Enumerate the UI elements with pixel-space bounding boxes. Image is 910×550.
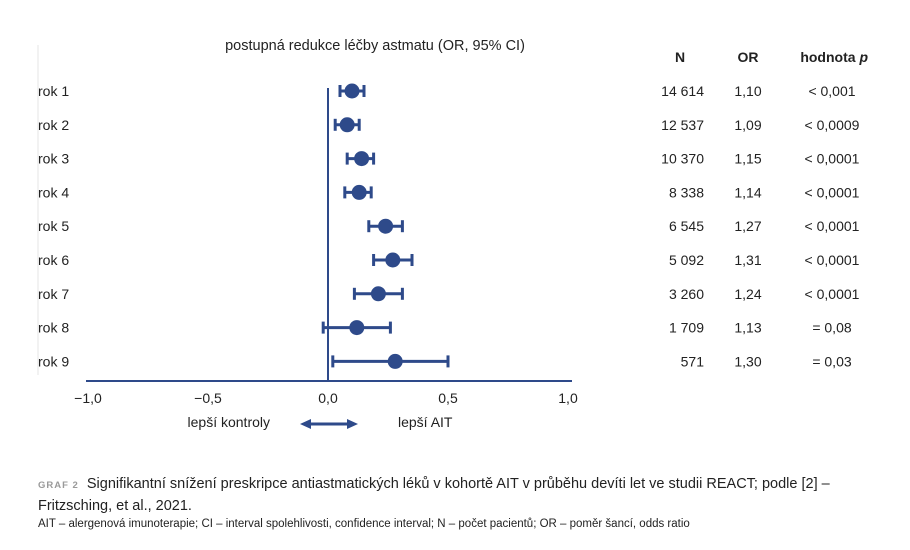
point-estimate (354, 151, 370, 167)
row-label: rok 4 (38, 184, 69, 200)
forest-plot: postupná redukce léčby astmatu (OR, 95% … (37, 38, 868, 430)
point-estimate (344, 83, 360, 99)
row-n-value: 10 370 (661, 151, 704, 167)
row-p-value: < 0,001 (808, 83, 855, 99)
column-header-n: N (675, 49, 685, 65)
point-estimate (370, 286, 386, 302)
caption-text: Signifikantní snížení preskripce antiast… (38, 476, 830, 514)
row-or-value: 1,13 (734, 320, 761, 336)
point-estimate (351, 184, 367, 200)
row-n-value: 12 537 (661, 117, 704, 133)
row-p-value: < 0,0001 (805, 218, 860, 234)
row-label: rok 2 (38, 117, 69, 133)
row-label: rok 7 (38, 286, 69, 302)
x-tick-label: 0,5 (438, 390, 458, 406)
row-label: rok 5 (38, 218, 69, 234)
row-label: rok 1 (38, 83, 69, 99)
x-tick-label: 0,0 (318, 390, 338, 406)
row-or-value: 1,31 (734, 252, 761, 268)
row-or-value: 1,27 (734, 218, 761, 234)
row-p-value: < 0,0001 (805, 151, 860, 167)
point-estimate (339, 117, 355, 133)
row-n-value: 571 (681, 353, 705, 369)
row-or-value: 1,14 (734, 184, 761, 200)
row-or-value: 1,09 (734, 117, 761, 133)
point-estimate (378, 218, 394, 234)
figure-caption: GRAF 2 Signifikantní snížení preskripce … (38, 474, 878, 517)
row-label: rok 9 (38, 353, 69, 369)
row-p-value: < 0,0001 (805, 286, 860, 302)
x-tick-label: −1,0 (74, 390, 102, 406)
direction-right-label: lepší AIT (398, 414, 453, 430)
row-n-value: 3 260 (669, 286, 704, 302)
column-header-or: OR (738, 49, 759, 65)
row-or-value: 1,30 (734, 353, 761, 369)
row-p-value: = 0,08 (812, 320, 852, 336)
row-n-value: 5 092 (669, 252, 704, 268)
chart-title: postupná redukce léčby astmatu (OR, 95% … (225, 38, 525, 54)
column-header-p: hodnota p (800, 49, 868, 65)
caption-tag: GRAF 2 (38, 480, 79, 491)
point-estimate (349, 320, 365, 336)
row-or-value: 1,15 (734, 151, 761, 167)
row-label: rok 6 (38, 252, 69, 268)
row-label: rok 8 (38, 320, 69, 336)
row-n-value: 1 709 (669, 320, 704, 336)
direction-arrow-left-head (300, 419, 311, 429)
x-tick-label: −0,5 (194, 390, 222, 406)
row-or-value: 1,10 (734, 83, 761, 99)
row-or-value: 1,24 (734, 286, 761, 302)
row-p-value: < 0,0001 (805, 184, 860, 200)
point-estimate (385, 252, 401, 268)
point-estimate (387, 353, 403, 369)
row-n-value: 6 545 (669, 218, 704, 234)
direction-left-label: lepší kontroly (188, 414, 270, 430)
figure-footnote: AIT – alergenová imunoterapie; CI – inte… (38, 518, 690, 530)
row-n-value: 14 614 (661, 83, 704, 99)
row-p-value: < 0,0009 (805, 117, 860, 133)
row-p-value: = 0,03 (812, 353, 852, 369)
row-p-value: < 0,0001 (805, 252, 860, 268)
row-n-value: 8 338 (669, 184, 704, 200)
row-label: rok 3 (38, 151, 69, 167)
direction-arrow-right-head (347, 419, 358, 429)
x-tick-label: 1,0 (558, 390, 578, 406)
